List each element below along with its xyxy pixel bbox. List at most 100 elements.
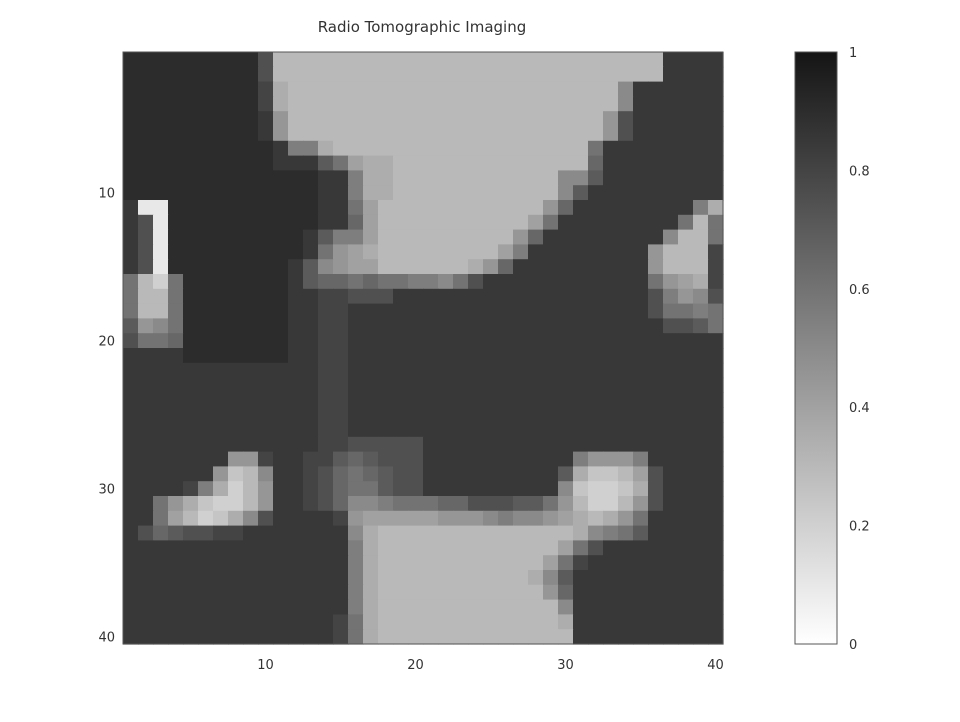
heatmap-cell	[708, 214, 724, 231]
heatmap-cell	[648, 540, 664, 556]
heatmap-cell	[288, 318, 304, 334]
heatmap-cell	[498, 555, 514, 571]
heatmap-cell	[678, 303, 694, 319]
heatmap-cell	[483, 436, 499, 453]
heatmap-cell	[408, 66, 424, 83]
heatmap-cell	[288, 496, 304, 512]
heatmap-cell	[708, 377, 724, 393]
heatmap-cell	[348, 348, 364, 364]
heatmap-cell	[483, 599, 499, 615]
heatmap-cell	[513, 614, 529, 630]
heatmap-cell	[558, 229, 574, 245]
heatmap-cell	[123, 436, 139, 453]
heatmap-cell	[633, 451, 649, 467]
heatmap-cell	[348, 96, 364, 112]
heatmap-cell	[513, 540, 529, 556]
heatmap-cell	[378, 244, 394, 260]
heatmap-cell	[423, 288, 439, 305]
heatmap-cell	[648, 244, 664, 260]
heatmap-cell	[348, 392, 364, 408]
heatmap-cell	[288, 111, 304, 127]
heatmap-cell	[678, 200, 694, 216]
heatmap-cell	[453, 214, 469, 231]
heatmap-cell	[183, 66, 199, 83]
heatmap-cell	[648, 288, 664, 305]
heatmap-cell	[708, 244, 724, 260]
heatmap-cell	[438, 333, 454, 349]
heatmap-cell	[483, 259, 499, 275]
heatmap-cell	[513, 525, 529, 541]
heatmap-cell	[123, 333, 139, 349]
heatmap-cell	[678, 570, 694, 586]
heatmap-cell	[423, 155, 439, 171]
heatmap-cell	[378, 303, 394, 319]
heatmap-cell	[498, 185, 514, 201]
heatmap-cell	[438, 200, 454, 216]
heatmap-cell	[213, 81, 229, 97]
heatmap-cell	[648, 614, 664, 630]
heatmap-cell	[123, 422, 139, 438]
heatmap-cell	[243, 96, 259, 112]
heatmap-cell	[393, 318, 409, 334]
heatmap-cell	[693, 377, 709, 393]
heatmap-cell	[123, 126, 139, 142]
heatmap-cell	[438, 496, 454, 512]
heatmap-cell	[408, 303, 424, 319]
heatmap-cell	[363, 481, 379, 497]
heatmap-cell	[198, 377, 214, 393]
heatmap-cell	[198, 362, 214, 379]
heatmap-cell	[333, 111, 349, 127]
heatmap-cell	[258, 288, 274, 305]
heatmap-cell	[633, 540, 649, 556]
heatmap-cell	[303, 436, 319, 453]
heatmap-cell	[123, 244, 139, 260]
heatmap-cell	[258, 570, 274, 586]
heatmap-cell	[543, 466, 559, 482]
heatmap-cell	[303, 214, 319, 231]
heatmap-cell	[468, 111, 484, 127]
heatmap-grid	[123, 52, 724, 645]
heatmap-cell	[213, 259, 229, 275]
heatmap-cell	[678, 96, 694, 112]
heatmap-cell	[573, 584, 589, 601]
heatmap-cell	[318, 599, 334, 615]
heatmap-cell	[393, 200, 409, 216]
heatmap-cell	[333, 436, 349, 453]
heatmap-cell	[633, 126, 649, 142]
heatmap-cell	[378, 422, 394, 438]
heatmap-cell	[183, 170, 199, 186]
heatmap-cell	[468, 451, 484, 467]
heatmap-cell	[588, 407, 604, 423]
heatmap-cell	[363, 451, 379, 467]
heatmap-cell	[258, 52, 274, 68]
heatmap-cell	[663, 96, 679, 112]
heatmap-cell	[678, 185, 694, 201]
heatmap-cell	[573, 214, 589, 231]
heatmap-cell	[378, 66, 394, 83]
heatmap-cell	[663, 333, 679, 349]
heatmap-cell	[273, 629, 289, 645]
heatmap-cell	[228, 510, 244, 527]
heatmap-cell	[408, 200, 424, 216]
heatmap-cell	[708, 525, 724, 541]
heatmap-cell	[618, 52, 634, 68]
heatmap-cell	[408, 185, 424, 201]
heatmap-cell	[693, 407, 709, 423]
heatmap-cell	[678, 155, 694, 171]
heatmap-cell	[243, 422, 259, 438]
heatmap-cell	[153, 111, 169, 127]
heatmap-cell	[378, 451, 394, 467]
heatmap-cell	[423, 555, 439, 571]
heatmap-cell	[618, 422, 634, 438]
heatmap-cell	[438, 244, 454, 260]
heatmap-cell	[168, 348, 184, 364]
heatmap-cell	[693, 170, 709, 186]
heatmap-cell	[453, 362, 469, 379]
heatmap-cell	[513, 111, 529, 127]
heatmap-cell	[273, 66, 289, 83]
heatmap-cell	[273, 155, 289, 171]
heatmap-cell	[333, 126, 349, 142]
heatmap-cell	[603, 214, 619, 231]
heatmap-cell	[453, 140, 469, 157]
heatmap-cell	[138, 599, 154, 615]
